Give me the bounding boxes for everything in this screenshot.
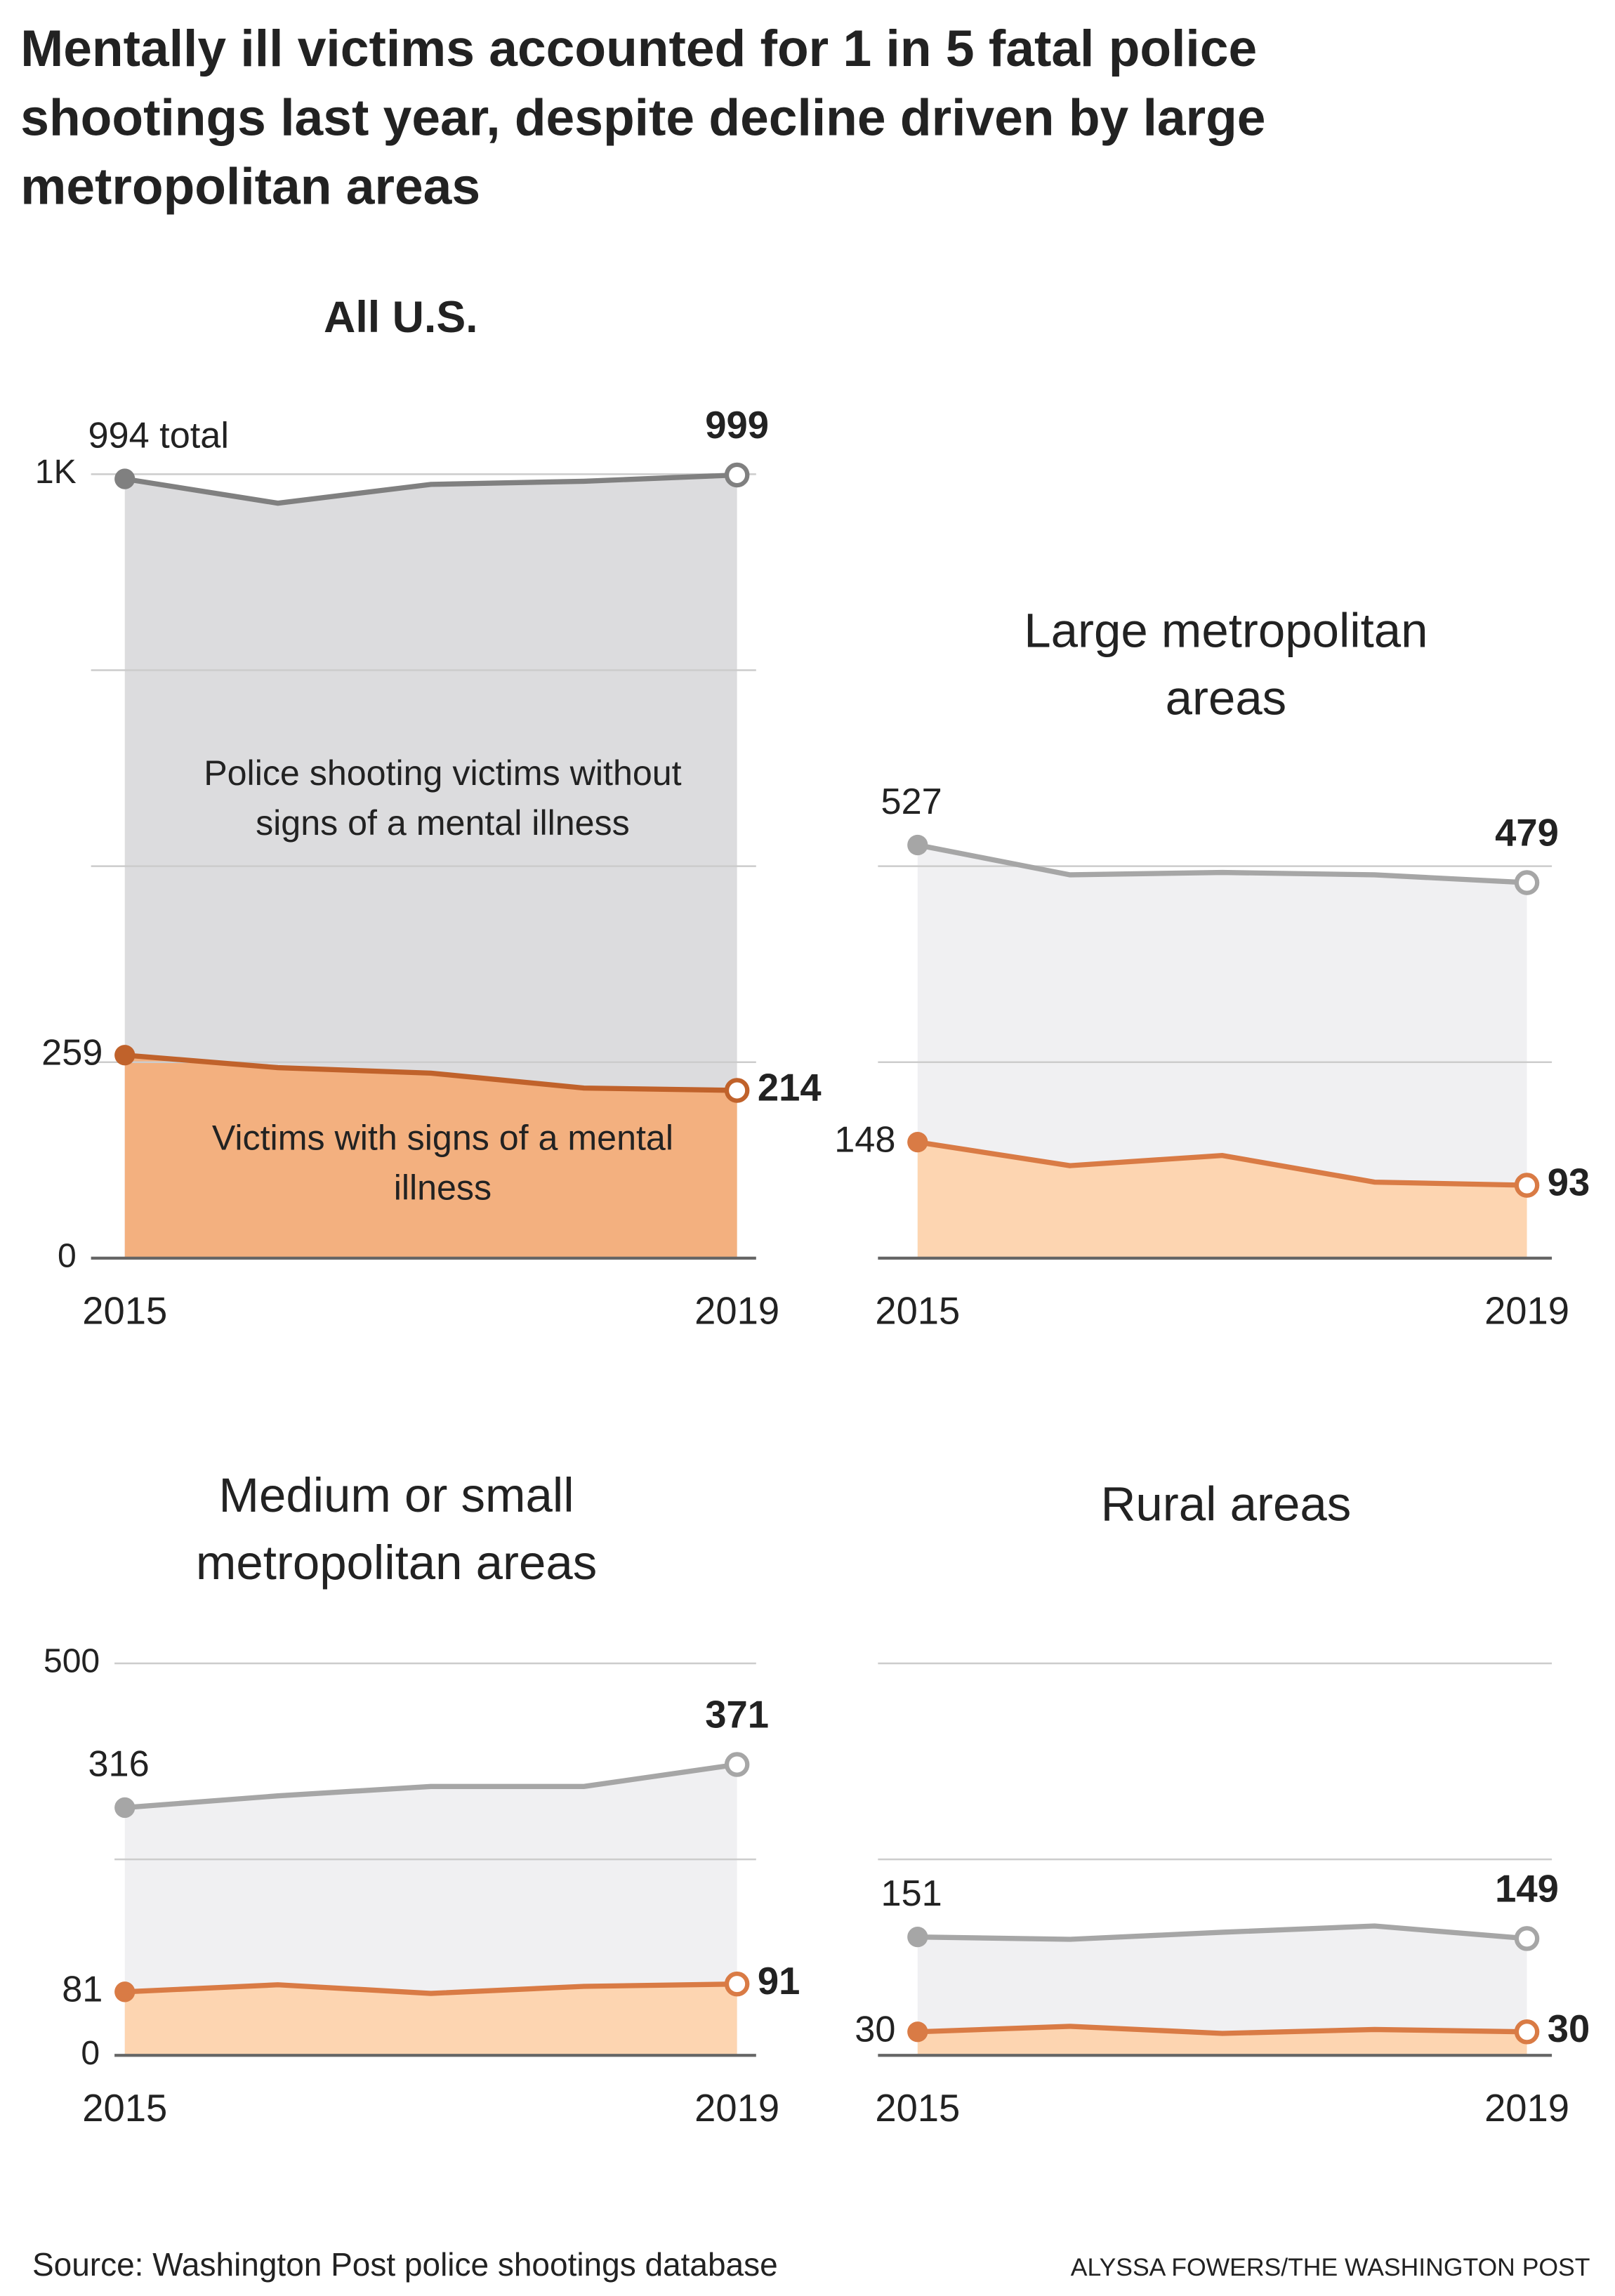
line: [917, 842, 1527, 885]
start-point: [907, 2021, 928, 2043]
x-tick-label: 2015: [875, 1290, 960, 1333]
y-tick-label: 0: [81, 2034, 100, 2072]
headline: Mentally ill victims accounted for 1 in …: [20, 20, 1266, 216]
end-point: [1514, 1173, 1540, 1198]
end-point: [724, 1078, 750, 1103]
y-tick-label: 1K: [35, 453, 77, 491]
credit: ALYSSA FOWERS/THE WASHINGTON POST: [1071, 2253, 1590, 2281]
data-label: 259: [41, 1033, 103, 1074]
start-point: [114, 1045, 136, 1066]
x-tick-label: 2019: [1484, 2087, 1569, 2130]
area: [917, 1142, 1527, 1258]
end-point: [724, 462, 750, 488]
line: [124, 1981, 737, 1996]
line: [917, 2024, 1527, 2036]
x-tick-label: 2015: [875, 2087, 960, 2130]
annotation: Victims with signs of a mental illness: [212, 1119, 673, 1208]
annotation: Police shooting victims without signs of …: [204, 753, 681, 843]
line: [917, 1923, 1527, 1942]
end-point: [1514, 1926, 1540, 1951]
end-point: [1514, 2019, 1540, 2045]
x-tick-label: 2019: [1484, 1290, 1569, 1333]
data-label: 527: [881, 781, 942, 822]
area: [917, 2026, 1527, 2056]
start-point: [114, 1797, 136, 1819]
start-point: [907, 1927, 928, 1948]
start-point: [907, 1132, 928, 1153]
line: [124, 1762, 738, 1811]
data-label: 316: [88, 1744, 149, 1785]
end-point: [1514, 870, 1540, 895]
data-label: 30: [855, 2010, 895, 2050]
start-point: [907, 834, 928, 856]
data-label: 81: [62, 1970, 103, 2010]
area: [917, 1926, 1527, 2056]
data-label: 479: [1495, 812, 1559, 855]
panel-title: Large metropolitan areas: [1024, 603, 1428, 725]
end-point: [724, 1971, 750, 1997]
x-tick-label: 2015: [82, 2087, 167, 2130]
y-tick-label: 500: [44, 1642, 100, 1680]
data-label: 214: [758, 1066, 822, 1109]
data-label: 93: [1548, 1161, 1590, 1203]
area: [124, 1055, 737, 1258]
x-tick-label: 2019: [694, 1290, 779, 1333]
data-label: 371: [705, 1693, 769, 1736]
panel-title: All U.S.: [324, 292, 478, 341]
x-tick-label: 2019: [694, 2087, 779, 2130]
data-label: 91: [758, 1960, 800, 2003]
area: [917, 845, 1527, 1258]
data-label: 151: [881, 1873, 942, 1914]
data-label: 30: [1548, 2007, 1590, 2050]
end-point: [724, 1752, 750, 1777]
start-point: [114, 1981, 136, 2003]
source: Source: Washington Post police shootings…: [32, 2246, 778, 2283]
line: [917, 1140, 1527, 1188]
line: [124, 1053, 737, 1093]
x-tick-label: 2015: [82, 1290, 167, 1333]
line: [124, 472, 737, 506]
data-label: 148: [834, 1119, 895, 1160]
data-label: 999: [705, 404, 769, 447]
area: [124, 1984, 737, 2056]
data-label: 149: [1495, 1867, 1559, 1910]
start-point: [114, 468, 136, 489]
data-label: 994 total: [88, 415, 229, 456]
panel-title: Rural areas: [1101, 1477, 1352, 1531]
y-tick-label: 0: [58, 1237, 77, 1275]
panel-title: Medium or small metropolitan areas: [196, 1468, 597, 1590]
